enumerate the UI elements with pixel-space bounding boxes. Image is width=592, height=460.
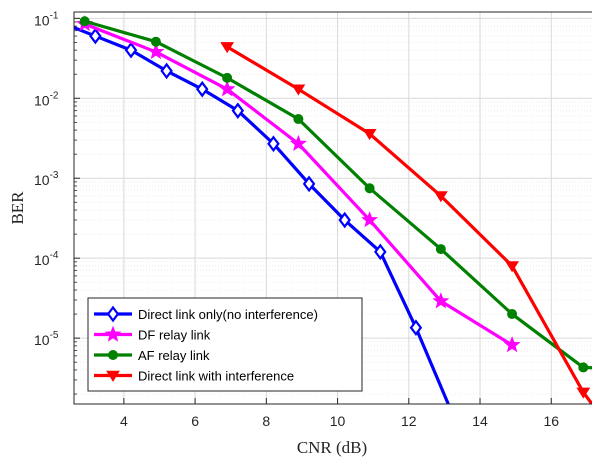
series-point <box>291 84 306 96</box>
series-point <box>79 16 90 27</box>
series-point <box>578 362 589 373</box>
y-tick-label: 10-3 <box>34 170 59 188</box>
legend-marker <box>106 370 120 382</box>
series-point <box>505 261 519 273</box>
series-point <box>435 244 446 255</box>
legend-label: AF relay link <box>138 348 210 363</box>
series-point <box>362 129 377 141</box>
x-tick-label: 4 <box>120 413 128 429</box>
series-point <box>293 114 304 125</box>
series-point <box>433 191 448 203</box>
legend-entry: Direct link only(no interference) <box>94 305 318 323</box>
series-point <box>124 41 138 59</box>
series-point <box>231 102 245 119</box>
series-point <box>507 309 518 320</box>
series-point <box>220 42 235 54</box>
x-tick-label: 16 <box>543 413 559 429</box>
series-point <box>338 211 351 229</box>
series-point <box>374 243 387 261</box>
legend-marker <box>108 350 118 360</box>
y-tick-label: 10-4 <box>34 250 59 268</box>
series-1 <box>74 25 450 404</box>
series-layer <box>74 15 592 404</box>
y-tick-label: 10-5 <box>34 330 59 348</box>
series-2 <box>76 15 521 353</box>
series-point <box>503 336 521 353</box>
legend: Direct link only(no interference) DF rela… <box>87 297 363 392</box>
series-point <box>267 135 280 153</box>
legend-label: Direct link only(no interference) <box>138 307 318 322</box>
legend-label: Direct link with interference <box>138 369 294 384</box>
series-point <box>218 80 236 97</box>
series-point <box>302 175 316 193</box>
legend-marker <box>106 305 120 323</box>
series-4 <box>220 42 592 404</box>
series-point <box>89 27 102 45</box>
legend-marker <box>104 325 122 342</box>
x-tick-label: 12 <box>401 413 417 429</box>
series-point <box>195 80 209 98</box>
series-point <box>222 72 233 83</box>
series-point <box>361 211 379 228</box>
plot-frame <box>73 11 592 405</box>
series-line <box>74 25 450 404</box>
x-axis-title: CNR (dB) <box>297 438 367 457</box>
series-point <box>150 36 161 47</box>
legend-label: DF relay link <box>138 328 211 343</box>
axis-ticks <box>74 17 552 404</box>
series-point <box>432 292 450 309</box>
series-point <box>147 43 165 60</box>
legend-entry: Direct link with interference <box>94 369 294 384</box>
series-point <box>409 319 423 337</box>
legend-entry: DF relay link <box>94 325 211 343</box>
y-axis-title: BER <box>8 191 27 225</box>
x-tick-label: 10 <box>330 413 346 429</box>
y-tick-label: 10-1 <box>34 10 59 28</box>
major-grid <box>74 12 592 404</box>
x-tick-label: 14 <box>472 413 488 429</box>
series-point <box>364 183 375 194</box>
x-tick-label: 6 <box>191 413 199 429</box>
series-point <box>289 134 307 151</box>
tick-labels: 10-1 10-2 10-3 10-4 10-5 4 6 8 10 12 14 16 <box>34 10 559 429</box>
x-tick-label: 8 <box>262 413 270 429</box>
y-tick-label: 10-2 <box>34 90 59 108</box>
series-point <box>576 387 591 399</box>
series-point <box>160 62 173 80</box>
legend-entry: AF relay link <box>94 348 210 363</box>
legend-box <box>87 297 363 392</box>
